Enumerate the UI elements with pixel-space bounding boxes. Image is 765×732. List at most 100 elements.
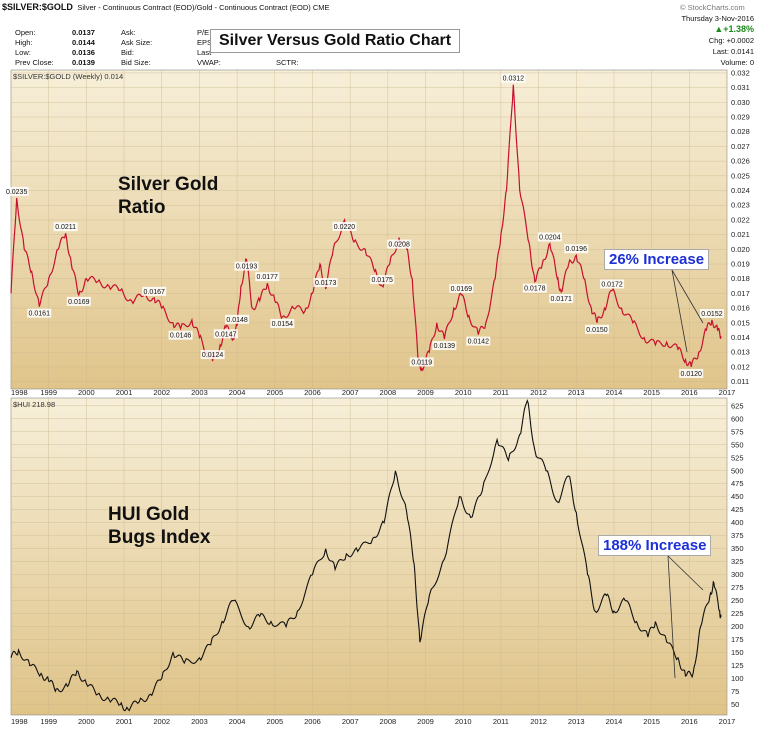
ratio-point-label-bg: [225, 314, 250, 324]
hui-grid: [10, 398, 728, 715]
hui-big-label: HUI Gold Bugs Index: [108, 503, 210, 549]
ratio-y-tick-label: 0.031: [731, 83, 750, 92]
ratio-point-label-bg: [699, 308, 724, 318]
hui-y-tick-label: 125: [731, 661, 744, 670]
stat-open-value: 0.0137: [72, 28, 95, 37]
ratio-point-label-bg: [270, 318, 295, 328]
hui-x-tick-label: 2006: [304, 717, 321, 726]
ratio-point-label: 0.0235: [6, 189, 28, 196]
stat-bidsize-label: Bid Size:: [121, 58, 151, 67]
ratio-point-labels: 0.0235 0.0161 0.0211 0.0169 0.0167 0.0146 0.01…: [4, 73, 724, 378]
ratio-point-label-bg: [370, 275, 395, 285]
hui-y-tick-label: 525: [731, 453, 744, 462]
hui-x-tick-label: 2016: [681, 717, 698, 726]
ratio-y-tick-label: 0.012: [731, 362, 750, 371]
header-last: Last: 0.0141: [712, 47, 754, 56]
ratio-y-tick-label: 0.030: [731, 98, 750, 107]
ratio-point-label-bg: [564, 244, 589, 254]
ratio-y-tick-label: 0.013: [731, 348, 750, 357]
hui-x-ticks: 1998 1999 2000 2001 2002 2003 2004 2005 2006 2007…: [11, 717, 735, 726]
hui-x-tick-label: 2004: [229, 717, 246, 726]
header-chg: Chg: +0.0002: [708, 36, 754, 45]
stat-prevclose-label: Prev Close:: [15, 58, 54, 67]
ratio-annotation: 26% Increase: [604, 249, 710, 270]
ratio-x-tick-label: 2016: [681, 388, 698, 397]
stat-last-label: Last: [197, 48, 212, 57]
stat-sctr-label: SCTR:: [276, 58, 299, 67]
header-date: Thursday 3-Nov-2016: [681, 14, 754, 23]
hui-x-tick-label: 2001: [116, 717, 133, 726]
hui-x-tick-label: 2005: [266, 717, 283, 726]
hui-y-tick-label: 575: [731, 427, 744, 436]
ratio-point-label: 0.0152: [701, 311, 723, 318]
ratio-point-label: 0.0150: [586, 327, 608, 334]
hui-x-tick-label: 2007: [342, 717, 359, 726]
hui-x-tick-label: 2014: [606, 717, 623, 726]
ratio-x-tick-label: 2011: [493, 388, 509, 397]
hui-y-tick-label: 450: [731, 492, 744, 501]
ratio-x-tick-label: 2014: [606, 388, 623, 397]
ratio-x-tick-label: 2003: [191, 388, 208, 397]
ratio-x-tick-label: 2004: [229, 388, 246, 397]
ratio-point-label-bg: [142, 286, 167, 296]
ratio-big-label: Silver Gold Ratio: [118, 173, 218, 219]
ratio-point-label-bg: [27, 308, 52, 318]
ratio-point-label-bg: [213, 329, 238, 339]
ratio-y-tick-label: 0.014: [731, 333, 750, 342]
hui-x-tick-label: 2012: [530, 717, 547, 726]
hui-y-tick-label: 375: [731, 531, 744, 540]
ratio-point-label-bg: [432, 341, 457, 351]
stat-open-label: Open:: [15, 28, 36, 37]
hui-y-tick-label: 275: [731, 583, 744, 592]
ratio-point-label: 0.0171: [550, 296, 572, 303]
ratio-big-label-line2: Ratio: [118, 197, 166, 218]
hui-annotation-arrows: [667, 555, 704, 679]
ratio-point-label-bg: [168, 330, 193, 340]
ratio-x-tick-label: 2015: [643, 388, 660, 397]
ratio-y-tick-label: 0.021: [731, 230, 750, 239]
ratio-point-label-bg: [584, 324, 609, 334]
hui-x-tick-label: 2010: [455, 717, 472, 726]
stat-eps-label: EPS: [197, 38, 213, 47]
stat-pe-label: P/E: [197, 28, 210, 37]
ratio-point-label-bg: [679, 368, 704, 378]
ratio-point-label-bg: [313, 278, 338, 288]
ratio-x-tick-label: 2001: [116, 388, 133, 397]
hui-x-tick-label: 2017: [719, 717, 736, 726]
ratio-x-ticks: 1998 1999 2000 2001 2002 2003 2004 2005 2006 2007…: [11, 388, 735, 397]
stat-bid-label: Bid:: [121, 48, 134, 57]
hui-x-tick-label: 2011: [493, 717, 509, 726]
stat-ask-label: Ask:: [121, 28, 136, 37]
header-symbol: $SILVER:$GOLD: [2, 2, 73, 12]
ratio-y-tick-label: 0.016: [731, 304, 750, 313]
ratio-point-label-bg: [537, 232, 562, 242]
ratio-point-label: 0.0193: [236, 264, 258, 271]
ratio-point-label-bg: [332, 221, 357, 231]
hui-panel-background: [10, 397, 728, 716]
ratio-point-label: 0.0172: [601, 282, 623, 289]
stat-high-value: 0.0144: [72, 38, 95, 47]
hui-y-tick-label: 425: [731, 505, 744, 514]
ratio-point-label: 0.0139: [434, 343, 456, 350]
ratio-point-label: 0.0169: [451, 286, 473, 293]
ratio-x-tick-label: 2010: [455, 388, 472, 397]
ratio-y-ticks: 0.011 0.012 0.013 0.014 0.015 0.016 0.017 0.018…: [731, 68, 750, 386]
ratio-point-label: 0.0154: [272, 321, 294, 328]
ratio-point-label: 0.0167: [143, 289, 165, 296]
hui-big-label-line1: HUI Gold: [108, 504, 190, 525]
ratio-x-tick-label: 2007: [342, 388, 359, 397]
ratio-y-tick-label: 0.015: [731, 318, 750, 327]
ratio-point-label-bg: [200, 350, 225, 360]
ratio-x-tick-label: 2002: [153, 388, 170, 397]
ratio-y-tick-label: 0.019: [731, 260, 750, 269]
ratio-point-label-bg: [466, 336, 491, 346]
ratio-point-label: 0.0147: [215, 331, 237, 338]
ratio-y-tick-label: 0.023: [731, 201, 750, 210]
ratio-point-label-bg: [600, 279, 625, 289]
ratio-point-label: 0.0312: [503, 76, 525, 83]
ratio-point-label: 0.0208: [388, 242, 410, 249]
ratio-grid: [10, 70, 728, 389]
ratio-point-label-bg: [549, 293, 574, 303]
ratio-point-label: 0.0178: [524, 286, 546, 293]
